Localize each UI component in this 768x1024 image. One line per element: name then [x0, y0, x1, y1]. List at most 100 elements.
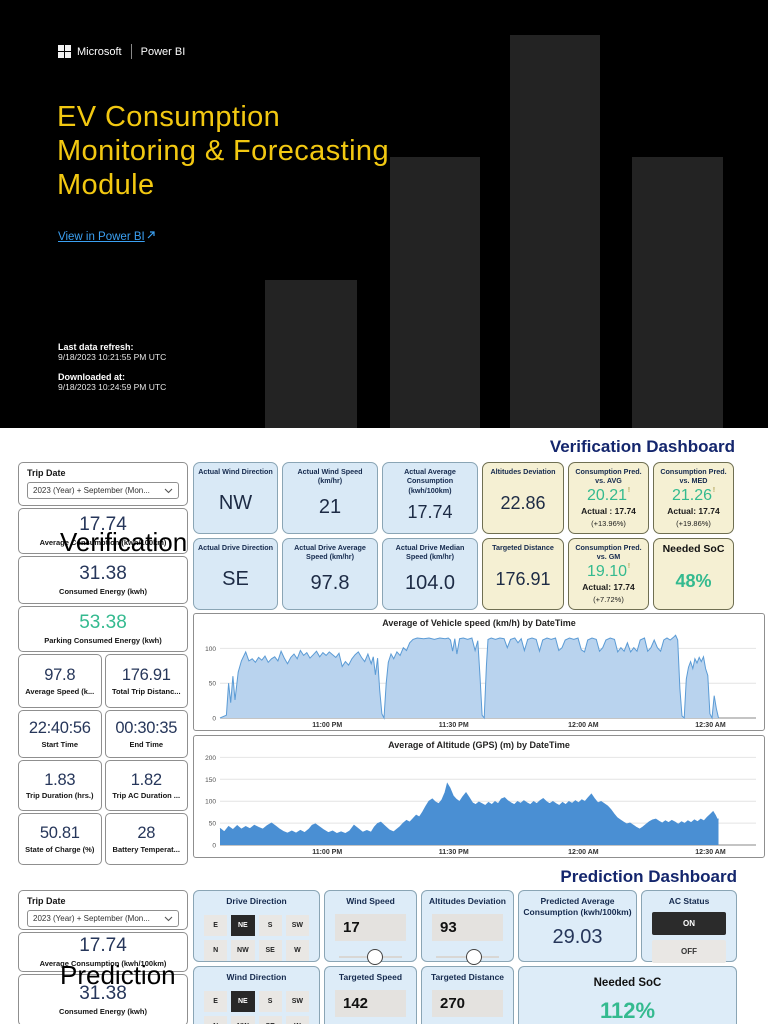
wind-direction-card: Wind Direction E NE S SW N NW SE W — [193, 966, 320, 1024]
drive-direction-option-nw[interactable]: NW — [231, 939, 255, 961]
verification-dashboard-title: Verification Dashboard — [549, 437, 735, 456]
trip-date-slicer: Trip Date 2023 (Year) + September (Mon..… — [18, 890, 188, 930]
ac-status-card: AC Status ON OFF — [641, 890, 737, 963]
svg-text:12:00 AM: 12:00 AM — [568, 849, 599, 856]
slicer-label: Trip Date — [27, 468, 66, 478]
wind-direction-option-nw[interactable]: NW — [231, 1015, 255, 1024]
altitudes-deviation-slider[interactable] — [436, 948, 499, 965]
drive-direction-option-ne[interactable]: NE — [231, 914, 255, 936]
targeted-distance-card: Targeted Distance 270 — [421, 966, 514, 1024]
verification-kpi-row-2: Actual Drive Direction SE Actual Drive A… — [193, 538, 734, 610]
view-in-powerbi-link[interactable]: View in Power BI — [58, 231, 155, 243]
svg-text:0: 0 — [212, 843, 216, 850]
targeted-distance-kpi: Targeted Distance 176.91 — [482, 538, 564, 610]
svg-text:12:00 AM: 12:00 AM — [568, 722, 599, 729]
svg-text:11:00 PM: 11:00 PM — [312, 722, 342, 729]
wind-direction-option-s[interactable]: S — [258, 990, 282, 1012]
vehicle-speed-chart: Average of Vehicle speed (km/h) by DateT… — [193, 613, 765, 731]
ac-status-off-button[interactable]: OFF — [652, 939, 726, 963]
avg-consumption-card: 17.74 Average Consumption (kwh/100km) — [18, 508, 188, 554]
drive-direction-option-se[interactable]: SE — [258, 939, 282, 961]
prediction-row-2: Wind Direction E NE S SW N NW SE W Targe… — [193, 966, 737, 1024]
slider-handle[interactable] — [465, 948, 482, 965]
warning-mark-icon: ! — [713, 486, 715, 494]
drive-direction-option-s[interactable]: S — [258, 914, 282, 936]
actual-drive-average-speed-kpi: Actual Drive Average Speed (km/hr) 97.8 — [282, 538, 378, 610]
verification-overlay-label: Verification — [60, 527, 188, 557]
drive-direction-option-w[interactable]: W — [285, 939, 309, 961]
microsoft-wordmark: Microsoft — [77, 45, 122, 58]
trip-date-dropdown[interactable]: 2023 (Year) + September (Mon... — [27, 910, 179, 927]
svg-text:12:30 AM: 12:30 AM — [695, 722, 726, 729]
ac-status-on-button[interactable]: ON — [652, 911, 726, 935]
wind-speed-slider[interactable] — [339, 948, 402, 965]
svg-text:11:30 PM: 11:30 PM — [439, 849, 469, 856]
vehicle-speed-chart-plot: 0 50 100 11:00 PM 11:30 PM 12:00 AM 12:30 AM — [194, 628, 764, 735]
drive-direction-option-e[interactable]: E — [204, 914, 228, 936]
prediction-overlay-label: Prediction — [60, 960, 176, 990]
slicer-label: Trip Date — [27, 896, 66, 906]
brand-bar: Microsoft Power BI — [58, 44, 185, 59]
svg-text:50: 50 — [209, 821, 217, 828]
actual-drive-median-speed-kpi: Actual Drive Median Speed (km/hr) 104.0 — [382, 538, 478, 610]
decorative-bar — [510, 35, 600, 428]
downloaded-label: Downloaded at: — [58, 372, 125, 382]
targeted-speed-card: Targeted Speed 142 — [324, 966, 417, 1024]
needed-soc-kpi: Needed SoC 48% — [653, 538, 734, 610]
trip-date-dropdown[interactable]: 2023 (Year) + September (Mon... — [27, 482, 179, 499]
wind-direction-option-n[interactable]: N — [204, 1015, 228, 1024]
wind-direction-option-w[interactable]: W — [285, 1015, 309, 1024]
refresh-value: 9/18/2023 10:21:55 PM UTC — [58, 352, 167, 362]
chevron-down-icon — [164, 488, 173, 493]
refresh-label: Last data refresh: — [58, 342, 134, 352]
needed-soc-value: 112% — [599, 998, 656, 1024]
downloaded-value: 9/18/2023 10:24:59 PM UTC — [58, 382, 167, 392]
altitude-chart: Average of Altitude (GPS) (m) by DateTim… — [193, 735, 765, 858]
parking-consumed-energy-card: 53.38 Parking Consumed Energy (kwh) — [18, 606, 188, 652]
slider-handle[interactable] — [366, 948, 383, 965]
wind-direction-option-ne[interactable]: NE — [231, 990, 255, 1012]
altitude-chart-plot: 0 50 100 150 200 11:00 PM 11:30 PM 12:00 AM 12:3… — [194, 750, 764, 862]
consumed-energy-card: 31.38 Consumed Energy (kwh) — [18, 974, 188, 1024]
page-title: EV Consumption Monitoring & Forecasting … — [57, 101, 389, 201]
decorative-bar — [390, 157, 480, 428]
trip-date-slicer: Trip Date 2023 (Year) + September (Mon..… — [18, 462, 188, 506]
prediction-stat-panel: Trip Date 2023 (Year) + September (Mon..… — [18, 890, 188, 1024]
wind-direction-option-sw[interactable]: SW — [285, 990, 309, 1012]
svg-text:11:30 PM: 11:30 PM — [439, 722, 469, 729]
prediction-row-1: Drive Direction E NE S SW N NW SE W Wind… — [193, 890, 737, 965]
chart-title: Average of Altitude (GPS) (m) by DateTim… — [388, 740, 570, 750]
altitudes-deviation-input[interactable]: 93 — [432, 913, 503, 941]
wind-direction-option-se[interactable]: SE — [258, 1015, 282, 1024]
drive-direction-option-n[interactable]: N — [204, 939, 228, 961]
svg-text:100: 100 — [205, 646, 216, 653]
wind-direction-option-e[interactable]: E — [204, 990, 228, 1012]
prediction-dashboard-title: Prediction Dashboard — [560, 867, 737, 886]
chart-title: Average of Vehicle speed (km/h) by DateT… — [382, 618, 576, 628]
warning-mark-icon: ! — [628, 486, 630, 494]
targeted-distance-input[interactable]: 270 — [432, 989, 503, 1017]
external-link-icon — [147, 231, 155, 239]
actual-wind-direction-kpi: Actual Wind Direction NW — [193, 462, 278, 534]
report-header: Microsoft Power BI EV Consumption Monito… — [0, 0, 768, 428]
actual-wind-speed-kpi: Actual Wind Speed (km/hr) 21 — [282, 462, 378, 534]
refresh-info: Last data refresh: 9/18/2023 10:21:55 PM… — [58, 342, 166, 402]
decorative-bar — [265, 280, 357, 428]
brand-divider — [130, 44, 132, 59]
svg-text:100: 100 — [205, 799, 216, 806]
predicted-average-consumption-value: 29.03 — [552, 926, 603, 949]
trip-ac-duration-card: 1.82 Trip AC Duration ... — [104, 760, 188, 811]
wind-speed-input[interactable]: 17 — [335, 913, 406, 941]
wind-direction-grid: E NE S SW N NW SE W — [194, 983, 319, 1024]
actual-average-consumption-kpi: Actual Average Consumption (kwh/100km) 1… — [382, 462, 478, 534]
verification-stat-panel: Trip Date 2023 (Year) + September (Mon..… — [18, 462, 188, 865]
targeted-speed-input[interactable]: 142 — [335, 989, 406, 1017]
drive-direction-option-sw[interactable]: SW — [285, 914, 309, 936]
microsoft-logo-icon — [58, 45, 71, 58]
svg-text:200: 200 — [205, 755, 216, 762]
drive-direction-grid: E NE S SW N NW SE W — [194, 907, 319, 961]
svg-text:11:00 PM: 11:00 PM — [312, 849, 342, 856]
wind-speed-card: Wind Speed 17 — [324, 890, 417, 965]
svg-text:150: 150 — [205, 777, 216, 784]
